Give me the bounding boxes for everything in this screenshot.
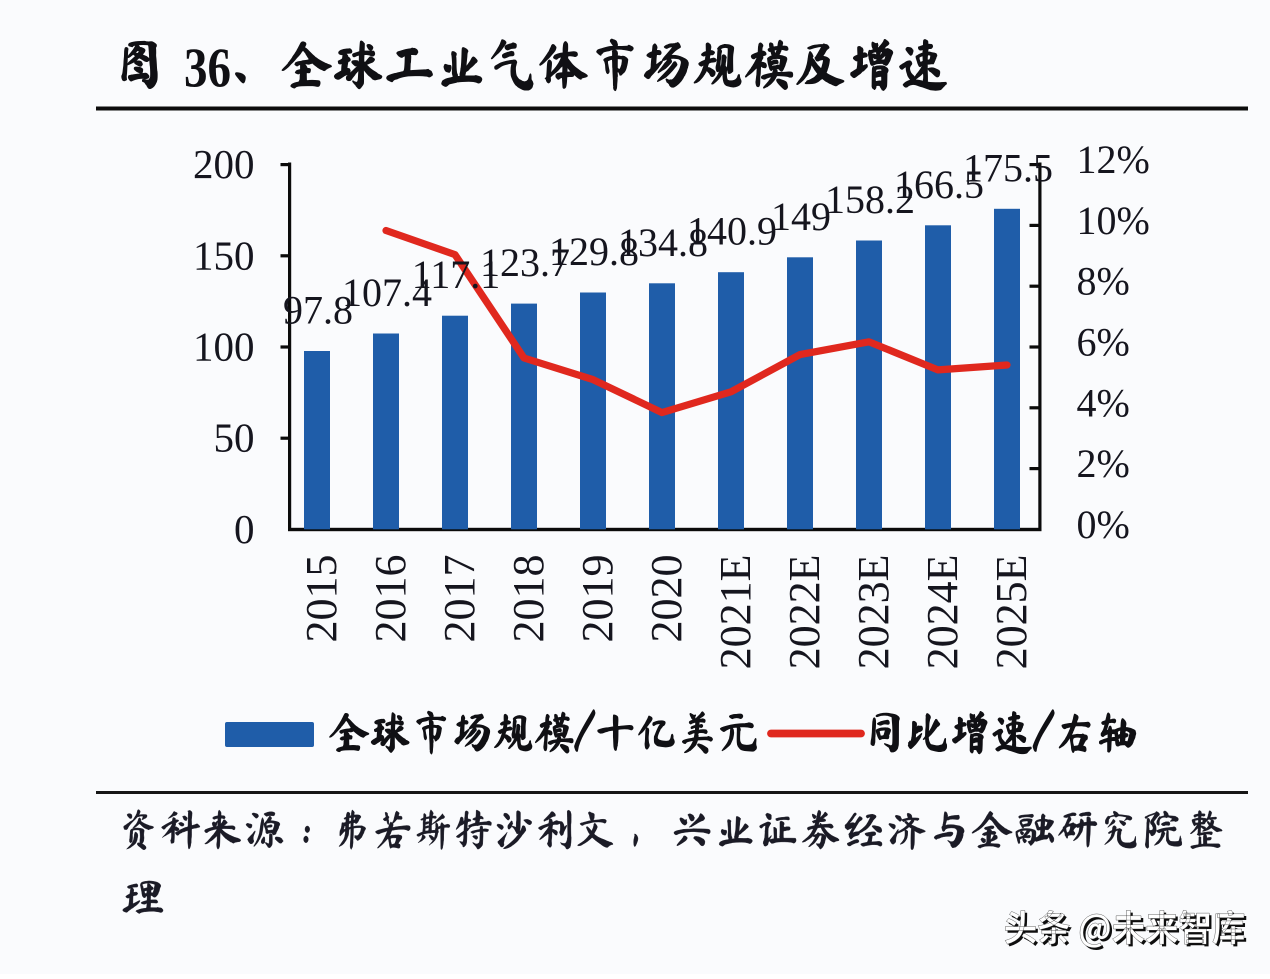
svg-text:2016: 2016 xyxy=(366,555,415,643)
svg-text:2025E: 2025E xyxy=(987,555,1036,670)
svg-text:97.8: 97.8 xyxy=(283,288,353,333)
svg-text:117.1: 117.1 xyxy=(412,252,501,297)
svg-text:123.7: 123.7 xyxy=(480,240,570,285)
svg-text:2017: 2017 xyxy=(435,555,484,643)
svg-text:175.5: 175.5 xyxy=(963,145,1053,190)
svg-text:200: 200 xyxy=(193,141,255,187)
svg-text:129.8: 129.8 xyxy=(549,229,639,274)
svg-text:2023E: 2023E xyxy=(849,555,898,670)
svg-text:6%: 6% xyxy=(1077,320,1130,365)
svg-text:0: 0 xyxy=(234,506,255,552)
svg-text:158.2: 158.2 xyxy=(825,177,915,222)
svg-text:2019: 2019 xyxy=(573,555,622,643)
svg-text:2020: 2020 xyxy=(642,555,691,643)
svg-text:2021E: 2021E xyxy=(711,555,760,670)
svg-text:150: 150 xyxy=(193,232,255,278)
svg-text:140.9: 140.9 xyxy=(687,209,777,254)
svg-text:2015: 2015 xyxy=(297,555,346,643)
svg-text:8%: 8% xyxy=(1077,259,1130,304)
svg-text:2%: 2% xyxy=(1077,441,1130,486)
svg-text:107.4: 107.4 xyxy=(342,270,432,315)
svg-text:134.8: 134.8 xyxy=(618,220,708,265)
svg-text:166.5: 166.5 xyxy=(894,162,984,207)
svg-text:0%: 0% xyxy=(1077,502,1130,547)
svg-text:100: 100 xyxy=(193,324,255,370)
svg-text:50: 50 xyxy=(214,415,255,461)
svg-text:4%: 4% xyxy=(1077,380,1130,425)
svg-text:2018: 2018 xyxy=(504,555,553,643)
svg-text:12%: 12% xyxy=(1077,137,1150,182)
svg-text:36: 36 xyxy=(184,38,231,100)
svg-text:2022E: 2022E xyxy=(780,555,829,670)
svg-text:2024E: 2024E xyxy=(918,555,967,670)
svg-text:10%: 10% xyxy=(1077,198,1150,243)
svg-text:149: 149 xyxy=(771,194,831,239)
